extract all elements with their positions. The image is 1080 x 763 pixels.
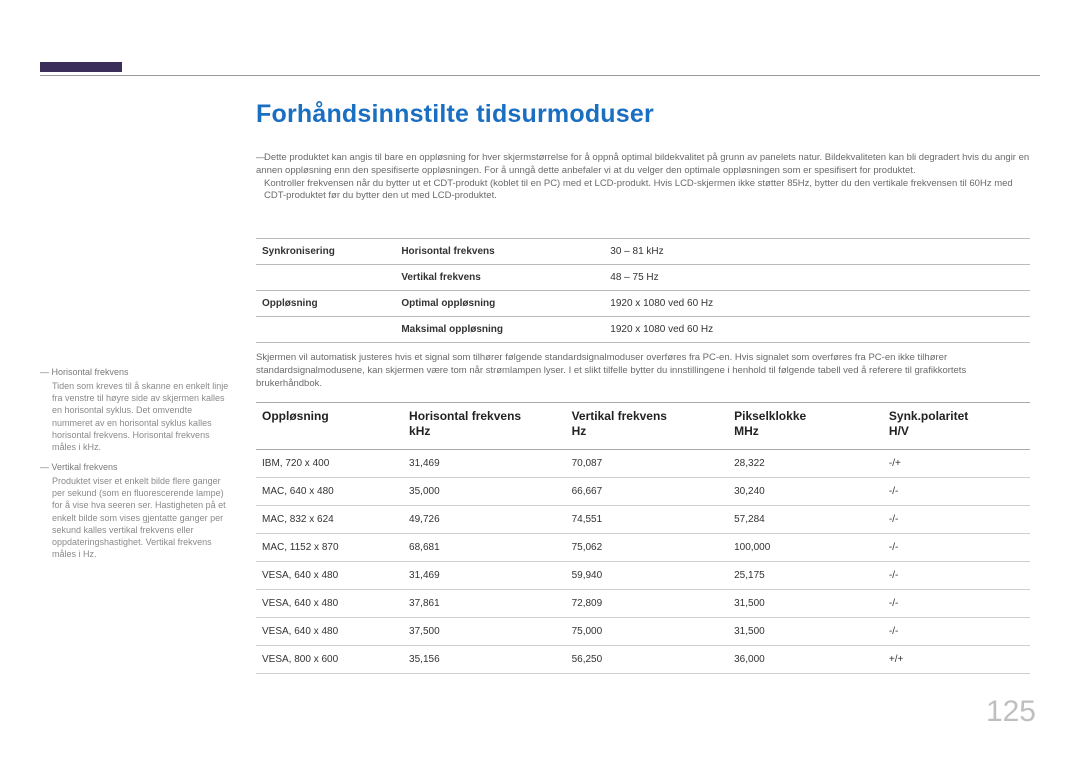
page-title: Forhåndsinnstilte tidsurmoduser bbox=[256, 100, 654, 129]
timing-table: OppløsningHorisontal frekvenskHzVertikal… bbox=[256, 402, 1030, 674]
spec-table-cell: Horisontal frekvens bbox=[395, 239, 604, 265]
timing-table-row: VESA, 800 x 60035,15656,25036,000+/+ bbox=[256, 646, 1030, 674]
sidebar-item-body: Tiden som kreves til å skanne en enkelt … bbox=[40, 380, 230, 453]
timing-table-cell: 49,726 bbox=[403, 506, 566, 534]
spec-table-cell: 1920 x 1080 ved 60 Hz bbox=[604, 291, 1030, 317]
spec-table-cell: 30 – 81 kHz bbox=[604, 239, 1030, 265]
note-paragraph-2: Kontroller frekvensen når du bytter ut e… bbox=[256, 178, 1030, 204]
timing-table-row: MAC, 1152 x 87068,68175,062100,000-/- bbox=[256, 534, 1030, 562]
timing-table-cell: -/+ bbox=[883, 450, 1030, 478]
timing-table-cell: VESA, 640 x 480 bbox=[256, 590, 403, 618]
timing-table-cell: 31,500 bbox=[728, 618, 883, 646]
note-paragraph-1: Dette produktet kan angis til bare en op… bbox=[256, 152, 1029, 176]
timing-table-cell: -/- bbox=[883, 618, 1030, 646]
spec-table-wrap: SynkroniseringHorisontal frekvens30 – 81… bbox=[256, 238, 1030, 343]
spec-table-cell: Vertikal frekvens bbox=[395, 265, 604, 291]
timing-table-header: Vertikal frekvensHz bbox=[566, 403, 729, 450]
timing-table-row: MAC, 832 x 62449,72674,55157,284-/- bbox=[256, 506, 1030, 534]
timing-table-cell: VESA, 640 x 480 bbox=[256, 562, 403, 590]
timing-table-cell: 31,500 bbox=[728, 590, 883, 618]
header-mark bbox=[40, 62, 122, 72]
spec-table-cell: Oppløsning bbox=[256, 291, 395, 317]
timing-table-row: VESA, 640 x 48031,46959,94025,175-/- bbox=[256, 562, 1030, 590]
sidebar-item-body: Produktet viser et enkelt bilde flere ga… bbox=[40, 475, 230, 560]
timing-table-cell: VESA, 640 x 480 bbox=[256, 618, 403, 646]
timing-table-header: PikselklokkeMHz bbox=[728, 403, 883, 450]
timing-table-header: Horisontal frekvenskHz bbox=[403, 403, 566, 450]
spec-table-cell: 1920 x 1080 ved 60 Hz bbox=[604, 317, 1030, 343]
timing-table-cell: 56,250 bbox=[566, 646, 729, 674]
timing-table-cell: 30,240 bbox=[728, 478, 883, 506]
timing-table-cell: 75,062 bbox=[566, 534, 729, 562]
timing-table-cell: MAC, 640 x 480 bbox=[256, 478, 403, 506]
sidebar-item-title: ― Vertikal frekvens bbox=[40, 461, 230, 473]
timing-table-cell: 25,175 bbox=[728, 562, 883, 590]
timing-table-cell: 36,000 bbox=[728, 646, 883, 674]
spec-table-row: Vertikal frekvens48 – 75 Hz bbox=[256, 265, 1030, 291]
timing-table-cell: 28,322 bbox=[728, 450, 883, 478]
sidebar-item: ― Vertikal frekvens Produktet viser et e… bbox=[40, 461, 230, 560]
spec-table-cell: Synkronisering bbox=[256, 239, 395, 265]
sidebar-item: ― Horisontal frekvens Tiden som kreves t… bbox=[40, 366, 230, 453]
timing-table-cell: 70,087 bbox=[566, 450, 729, 478]
note-dash: ― bbox=[256, 152, 264, 165]
timing-table-cell: -/- bbox=[883, 478, 1030, 506]
timing-table-cell: 59,940 bbox=[566, 562, 729, 590]
timing-table-cell: 31,469 bbox=[403, 450, 566, 478]
header-rule bbox=[40, 75, 1040, 76]
timing-table-cell: MAC, 832 x 624 bbox=[256, 506, 403, 534]
timing-table-cell: IBM, 720 x 400 bbox=[256, 450, 403, 478]
timing-table-cell: 68,681 bbox=[403, 534, 566, 562]
timing-table-cell: 57,284 bbox=[728, 506, 883, 534]
timing-table-cell: 37,500 bbox=[403, 618, 566, 646]
timing-table-cell: 100,000 bbox=[728, 534, 883, 562]
timing-table-cell: 31,469 bbox=[403, 562, 566, 590]
spec-table-cell bbox=[256, 265, 395, 291]
timing-table-cell: 72,809 bbox=[566, 590, 729, 618]
spec-table-row: SynkroniseringHorisontal frekvens30 – 81… bbox=[256, 239, 1030, 265]
timing-table-cell: 35,000 bbox=[403, 478, 566, 506]
timing-table-header: Oppløsning bbox=[256, 403, 403, 450]
timing-table-cell: -/- bbox=[883, 590, 1030, 618]
mid-paragraph: Skjermen vil automatisk justeres hvis et… bbox=[256, 352, 1030, 390]
timing-table-cell: 35,156 bbox=[403, 646, 566, 674]
intro-notes: ―Dette produktet kan angis til bare en o… bbox=[256, 152, 1030, 203]
timing-table-cell: 75,000 bbox=[566, 618, 729, 646]
timing-table-row: VESA, 640 x 48037,50075,00031,500-/- bbox=[256, 618, 1030, 646]
timing-table-cell: 74,551 bbox=[566, 506, 729, 534]
spec-table-row: Maksimal oppløsning1920 x 1080 ved 60 Hz bbox=[256, 317, 1030, 343]
timing-table-cell: MAC, 1152 x 870 bbox=[256, 534, 403, 562]
spec-table-cell bbox=[256, 317, 395, 343]
timing-table-row: MAC, 640 x 48035,00066,66730,240-/- bbox=[256, 478, 1030, 506]
spec-table-cell: Maksimal oppløsning bbox=[395, 317, 604, 343]
timing-table-cell: -/- bbox=[883, 534, 1030, 562]
timing-table-cell: 37,861 bbox=[403, 590, 566, 618]
timing-table-cell: -/- bbox=[883, 506, 1030, 534]
timing-table-header: Synk.polaritetH/V bbox=[883, 403, 1030, 450]
timing-table-row: VESA, 640 x 48037,86172,80931,500-/- bbox=[256, 590, 1030, 618]
timing-table-cell: VESA, 800 x 600 bbox=[256, 646, 403, 674]
sidebar-notes: ― Horisontal frekvens Tiden som kreves t… bbox=[40, 366, 230, 568]
spec-table-cell: Optimal oppløsning bbox=[395, 291, 604, 317]
timing-table-cell: +/+ bbox=[883, 646, 1030, 674]
spec-table: SynkroniseringHorisontal frekvens30 – 81… bbox=[256, 238, 1030, 343]
timing-table-row: IBM, 720 x 40031,46970,08728,322-/+ bbox=[256, 450, 1030, 478]
sidebar-item-title: ― Horisontal frekvens bbox=[40, 366, 230, 378]
timing-table-wrap: OppløsningHorisontal frekvenskHzVertikal… bbox=[256, 402, 1030, 674]
timing-table-cell: -/- bbox=[883, 562, 1030, 590]
timing-table-cell: 66,667 bbox=[566, 478, 729, 506]
page-number: 125 bbox=[986, 695, 1036, 729]
spec-table-cell: 48 – 75 Hz bbox=[604, 265, 1030, 291]
spec-table-row: OppløsningOptimal oppløsning1920 x 1080 … bbox=[256, 291, 1030, 317]
